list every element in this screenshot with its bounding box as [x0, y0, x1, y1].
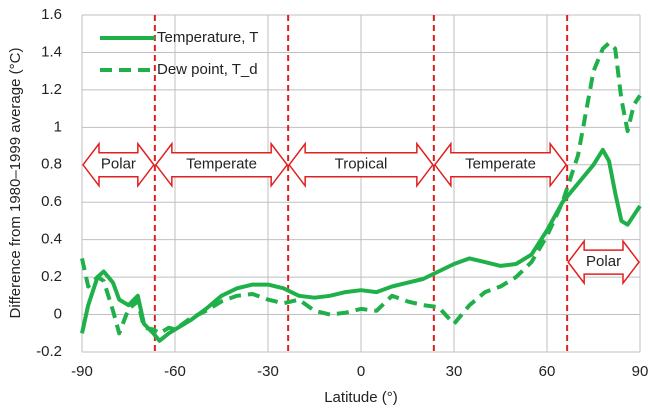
y-tick-label: 1.6	[41, 6, 62, 23]
x-tick-label: -90	[71, 363, 93, 380]
region-arrow	[154, 141, 289, 188]
x-tick-label: 90	[632, 363, 649, 380]
data-line	[80, 41, 642, 336]
x-tick-label: 0	[357, 363, 365, 380]
y-tick-label: 1.2	[41, 81, 62, 98]
y-tick-label: 0.2	[41, 268, 62, 285]
region-label: Polar	[586, 253, 621, 270]
region-label: Tropical	[335, 156, 388, 173]
legend-label: Dew point, T_d	[157, 61, 258, 78]
x-axis-label: Latitude (°)	[324, 389, 398, 406]
region-arrow	[82, 141, 155, 188]
region-arrow	[288, 141, 434, 188]
y-tick-label: 0.8	[41, 156, 62, 173]
x-tick-label: 60	[539, 363, 556, 380]
x-tick-label: 30	[446, 363, 463, 380]
x-tick-label: -30	[257, 363, 279, 380]
y-axis-label: Difference from 1980–1999 average (°C)	[7, 48, 24, 319]
legend-label: Temperature, T	[157, 29, 258, 46]
y-tick-label: 0.4	[41, 231, 62, 248]
region-arrow	[567, 238, 640, 286]
y-tick-label: 0	[54, 306, 62, 323]
region-label: Temperate	[186, 156, 257, 173]
region-label: Polar	[101, 156, 136, 173]
y-tick-label: 1	[54, 118, 62, 135]
x-tick-label: -60	[164, 363, 186, 380]
y-tick-label: -0.2	[36, 343, 62, 360]
region-label: Temperate	[465, 156, 536, 173]
y-tick-label: 1.4	[41, 43, 62, 60]
y-tick-label: 0.6	[41, 193, 62, 210]
region-arrow	[433, 141, 568, 188]
